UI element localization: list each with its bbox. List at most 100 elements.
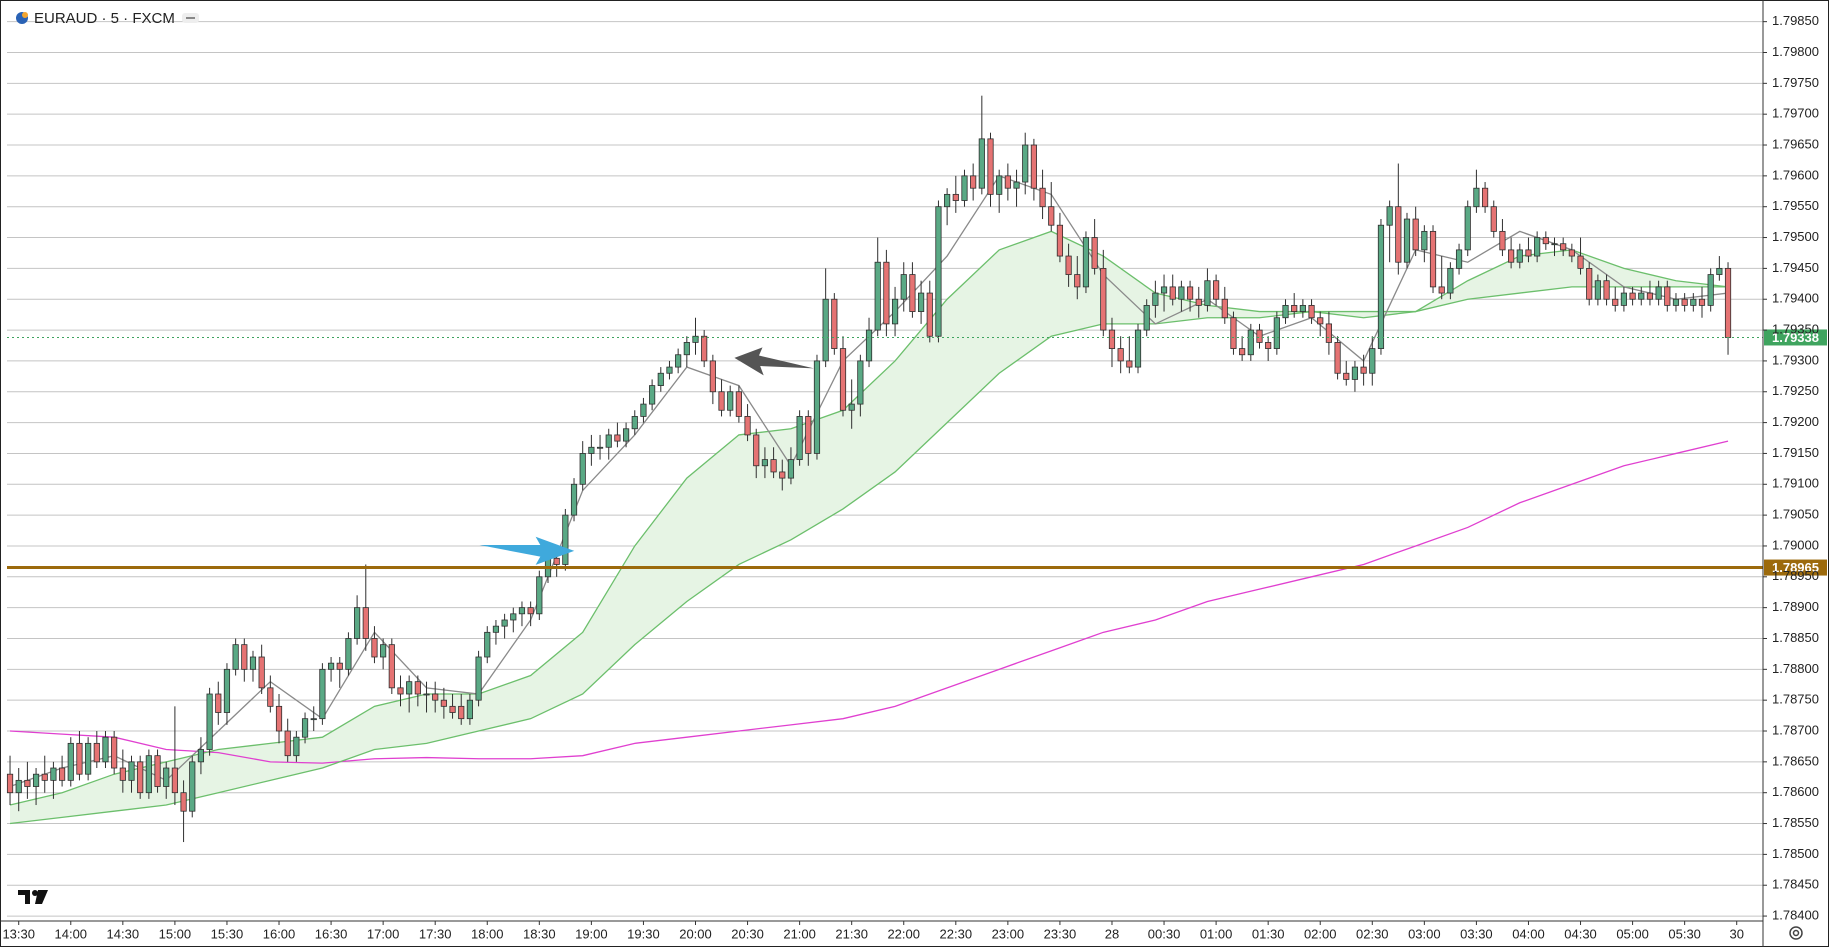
candle-body: [1542, 237, 1549, 245]
candle-body: [1126, 360, 1133, 368]
candle-body: [1013, 181, 1020, 189]
candle-body: [1655, 286, 1662, 300]
y-tick-label: 1.79050: [1772, 507, 1819, 522]
candle-body: [163, 767, 170, 787]
x-tick-label: 21:00: [783, 926, 816, 941]
candle-body: [518, 607, 526, 615]
ma-band-fill: [10, 231, 1729, 824]
x-tick-label: 01:30: [1252, 926, 1285, 941]
candle-body: [371, 638, 378, 658]
candle-body: [1508, 249, 1515, 263]
candle-body: [284, 730, 291, 757]
candle-body: [41, 773, 48, 781]
y-tick-label: 1.79700: [1772, 106, 1819, 121]
candle-body: [1481, 187, 1489, 208]
candle-body: [128, 761, 135, 781]
candle-body: [1213, 280, 1220, 300]
candle-body: [822, 298, 829, 362]
settings-button[interactable]: [1789, 926, 1803, 940]
fills: [10, 231, 1729, 824]
candle-body: [1004, 175, 1011, 189]
x-tick-label: 17:00: [367, 926, 400, 941]
candle-body: [1560, 243, 1567, 251]
y-tick-label: 1.79550: [1772, 198, 1819, 213]
x-tick-label: 15:00: [159, 926, 192, 941]
candle-body: [996, 175, 1003, 195]
candle-body: [466, 699, 473, 720]
candle-body: [1646, 292, 1654, 300]
candle-body: [813, 360, 821, 454]
candle-body: [891, 298, 899, 325]
candle-body: [1308, 304, 1315, 319]
candle-body: [1030, 144, 1037, 189]
candle-body: [796, 416, 803, 461]
y-tick-label: 1.78750: [1772, 692, 1819, 707]
candle-body: [111, 736, 118, 769]
candle-body: [770, 459, 777, 473]
y-tick-label: 1.78550: [1772, 815, 1819, 830]
blue-arrow[interactable]: [479, 536, 575, 565]
candle-body: [67, 742, 74, 781]
candle-body: [1551, 243, 1558, 246]
y-tick-label: 1.78500: [1772, 846, 1819, 861]
y-tick-label: 1.79450: [1772, 260, 1819, 275]
x-tick-label: 28: [1105, 926, 1119, 941]
y-tick-label: 1.78850: [1772, 630, 1819, 645]
candle-body: [1499, 230, 1506, 251]
candle-body: [1716, 267, 1723, 275]
grey-arrow[interactable]: [734, 347, 814, 376]
candle-body: [301, 718, 309, 738]
candle-body: [93, 742, 100, 763]
x-tick-label: 15:30: [211, 926, 244, 941]
candle-body: [180, 792, 187, 812]
x-tick-label: 19:00: [575, 926, 608, 941]
candle-body: [1291, 304, 1298, 312]
candle-body: [970, 175, 977, 189]
x-tick-label: 21:30: [835, 926, 868, 941]
candle-body: [596, 446, 604, 449]
candle-body: [1412, 218, 1419, 251]
x-tick-label: 04:00: [1512, 926, 1545, 941]
candle-body: [1377, 224, 1385, 349]
candle-body: [1672, 298, 1680, 306]
candle-body: [1698, 298, 1706, 306]
y-tick-label: 1.79150: [1772, 445, 1819, 460]
candle-body: [657, 372, 664, 386]
candle-body: [987, 138, 994, 195]
candle-body: [510, 613, 517, 621]
candle-body: [1325, 323, 1332, 343]
candle-body: [1247, 329, 1254, 356]
candle-body: [709, 360, 716, 393]
candle-body: [1403, 218, 1411, 263]
candle-body: [1143, 304, 1150, 331]
candle-body: [1516, 249, 1523, 263]
candle-body: [458, 705, 465, 720]
x-tick-label: 22:30: [940, 926, 973, 941]
candle-body: [1447, 267, 1454, 294]
candle-body: [15, 779, 22, 794]
candle-body: [553, 557, 560, 565]
x-tick-label: 14:00: [55, 926, 88, 941]
candle-body: [293, 736, 300, 757]
x-tick-label: 22:00: [887, 926, 920, 941]
candle-body: [701, 335, 708, 362]
candles: [6, 95, 1732, 843]
candle-body: [1178, 286, 1185, 300]
x-tick-label: 20:00: [679, 926, 712, 941]
candle-body: [1334, 342, 1341, 374]
candle-body: [1082, 237, 1090, 288]
candle-body: [1134, 329, 1142, 368]
candle-body: [683, 342, 690, 356]
x-tick-label: 02:00: [1304, 926, 1337, 941]
x-tick-label: 02:30: [1356, 926, 1389, 941]
y-tick-label: 1.79850: [1772, 13, 1819, 28]
candle-body: [1221, 298, 1228, 319]
x-tick-label: 19:30: [627, 926, 660, 941]
candle-body: [1612, 298, 1619, 306]
candle-body: [570, 483, 578, 516]
candle-body: [692, 335, 699, 343]
candle-body: [839, 348, 847, 411]
candle-body: [50, 767, 57, 781]
price-level-tag: [1764, 559, 1827, 576]
candle-body: [1065, 255, 1072, 275]
